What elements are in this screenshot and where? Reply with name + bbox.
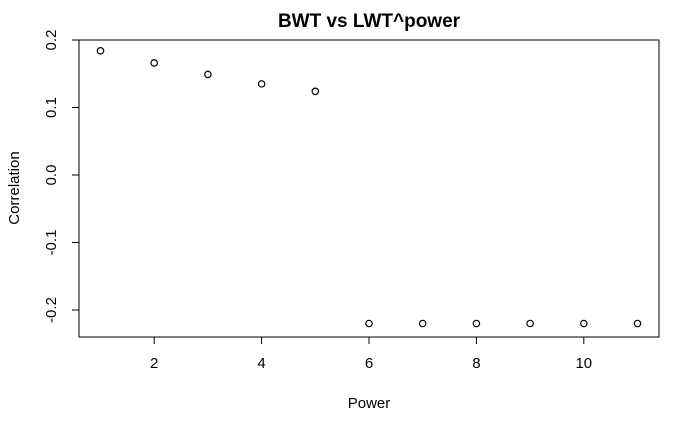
y-tick-label: -0.2: [43, 297, 60, 323]
data-point: [580, 319, 588, 328]
x-tick-label: 8: [472, 355, 480, 372]
y-axis-label: Correlation: [6, 151, 23, 224]
data-point: [418, 319, 427, 328]
data-point: [365, 319, 373, 328]
y-tick-label: 0.0: [43, 165, 60, 186]
x-tick-label: 6: [365, 355, 373, 372]
plot-frame: [78, 39, 660, 338]
data-point: [150, 59, 158, 67]
data-point: [526, 319, 534, 328]
y-tick-label: 0.2: [43, 30, 60, 51]
x-tick-label: 10: [575, 355, 592, 372]
data-points: [96, 46, 642, 328]
y-tick-label: -0.1: [43, 230, 60, 256]
data-point: [257, 80, 266, 88]
data-point: [204, 70, 212, 79]
x-tick-label: 2: [150, 355, 158, 372]
data-point: [633, 319, 642, 328]
data-point: [472, 319, 481, 328]
y-axis: -0.2 -0.1 0.0 0.1 0.2: [43, 30, 80, 323]
data-point: [96, 46, 105, 55]
chart-title: BWT vs LWT^power: [278, 11, 461, 32]
x-axis-label: Power: [348, 395, 391, 412]
y-tick-label: 0.1: [43, 97, 60, 118]
x-axis: 2 4 6 8 10: [150, 336, 592, 372]
x-tick-label: 4: [257, 355, 265, 372]
data-point: [311, 87, 320, 96]
